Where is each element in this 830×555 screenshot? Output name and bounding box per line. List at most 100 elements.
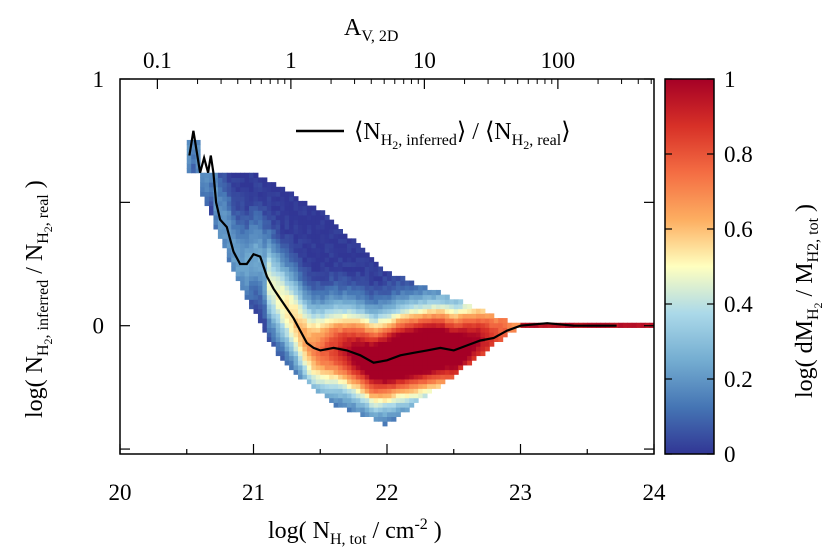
- heatmap-cell: [226, 247, 232, 253]
- heatmap-cell: [395, 280, 401, 286]
- heatmap-cell: [257, 275, 263, 282]
- heatmap-cell: [480, 308, 486, 314]
- heatmap-cell: [249, 304, 254, 310]
- heatmap-cell: [387, 346, 392, 352]
- heatmap-cell: [302, 247, 308, 253]
- heatmap-cell: [266, 266, 272, 272]
- heatmap-cell: [449, 318, 455, 324]
- heatmap-cell: [275, 271, 281, 277]
- heatmap-cell: [284, 336, 290, 342]
- heatmap-cell: [257, 243, 263, 249]
- heatmap-cell: [284, 191, 290, 197]
- heatmap-cell: [431, 336, 437, 342]
- heatmap-cell: [476, 336, 481, 342]
- heatmap-cell: [244, 186, 250, 192]
- heatmap-cell: [235, 214, 241, 221]
- heatmap-cell: [480, 318, 486, 324]
- heatmap-cell: [266, 308, 272, 314]
- heatmap-cell: [404, 285, 410, 291]
- heatmap-cell: [422, 285, 428, 291]
- heatmap-cell: [315, 379, 321, 385]
- heatmap-cell: [186, 168, 192, 174]
- heatmap-cell: [387, 379, 392, 385]
- heatmap-cell: [387, 318, 392, 324]
- heatmap-cell: [306, 308, 312, 314]
- heatmap-cell: [253, 186, 259, 192]
- heatmap-cell: [462, 304, 468, 310]
- heatmap-cell: [395, 388, 401, 394]
- heatmap-cell: [231, 266, 237, 272]
- heatmap-cell: [320, 346, 326, 352]
- heatmap-cell: [422, 294, 428, 300]
- heatmap-cell: [427, 364, 432, 371]
- heatmap-cell: [320, 379, 326, 385]
- heatmap-cell: [413, 308, 419, 314]
- heatmap-cell: [249, 172, 254, 178]
- heatmap-cell: [338, 280, 343, 286]
- heatmap-cell: [409, 336, 415, 342]
- heatmap-cell: [320, 383, 326, 389]
- heatmap-cell: [280, 266, 286, 272]
- heatmap-cell: [387, 322, 392, 328]
- heatmap-cell: [302, 229, 308, 235]
- heatmap-cell: [364, 411, 370, 417]
- heatmap-cell: [293, 219, 299, 225]
- heatmap-cell: [306, 360, 312, 366]
- heatmap-cell: [311, 285, 317, 291]
- heatmap-cell: [315, 252, 321, 258]
- heatmap-cell: [493, 322, 499, 328]
- heatmap-cell: [435, 313, 441, 319]
- heatmap-cell: [266, 196, 272, 202]
- heatmap-cell: [395, 379, 401, 385]
- heatmap-cell: [387, 304, 392, 310]
- heatmap-cell: [382, 271, 388, 277]
- heatmap-cell: [413, 336, 419, 342]
- colorbar-tick-label: 0.8: [724, 142, 753, 167]
- heatmap-cell: [351, 271, 357, 277]
- heatmap-cell: [266, 327, 272, 333]
- heatmap-cell: [342, 266, 348, 272]
- heatmap-cell: [458, 341, 464, 347]
- heatmap-cell: [320, 289, 326, 296]
- heatmap-cell: [257, 191, 263, 197]
- heatmap-cell: [222, 214, 228, 221]
- heatmap-cell: [324, 266, 330, 272]
- heatmap-cell: [200, 177, 206, 183]
- heatmap-cell: [226, 182, 232, 188]
- heatmap-cell: [306, 374, 312, 380]
- heatmap-cell: [209, 196, 214, 202]
- heatmap-cell: [364, 327, 370, 333]
- heatmap-cell: [387, 360, 392, 366]
- heatmap-cell: [449, 336, 455, 342]
- heatmap-cell: [306, 364, 312, 371]
- heatmap-cell: [320, 257, 326, 263]
- x-tick-label: 23: [509, 480, 532, 505]
- heatmap-cell: [222, 200, 228, 207]
- heatmap-cell: [378, 416, 384, 422]
- heatmap-cell: [302, 355, 308, 361]
- heatmap-cell: [471, 308, 477, 314]
- heatmap-cell: [360, 266, 366, 272]
- heatmap-cell: [280, 261, 286, 267]
- heatmap-cell: [231, 238, 237, 244]
- heatmap-cell: [476, 341, 481, 347]
- heatmap-cell: [262, 247, 268, 253]
- heatmap-cell: [387, 355, 392, 361]
- heatmap-cell: [489, 313, 495, 319]
- heatmap-cell: [622, 322, 628, 328]
- heatmap-cell: [355, 327, 361, 333]
- heatmap-cell: [222, 229, 228, 235]
- heatmap-cell: [333, 397, 339, 403]
- heatmap-cell: [333, 341, 339, 347]
- heatmap-cell: [315, 360, 321, 366]
- heatmap-cell: [364, 318, 370, 324]
- heatmap-cell: [257, 280, 263, 286]
- y-tick-label: 1: [93, 67, 105, 92]
- heatmap-cell: [280, 336, 286, 342]
- heatmap-cell: [262, 177, 268, 183]
- heatmap-cell: [320, 327, 326, 333]
- heatmap-cell: [280, 332, 286, 338]
- heatmap-cell: [289, 243, 295, 249]
- heatmap-cell: [320, 364, 326, 371]
- heatmap-cell: [217, 210, 223, 216]
